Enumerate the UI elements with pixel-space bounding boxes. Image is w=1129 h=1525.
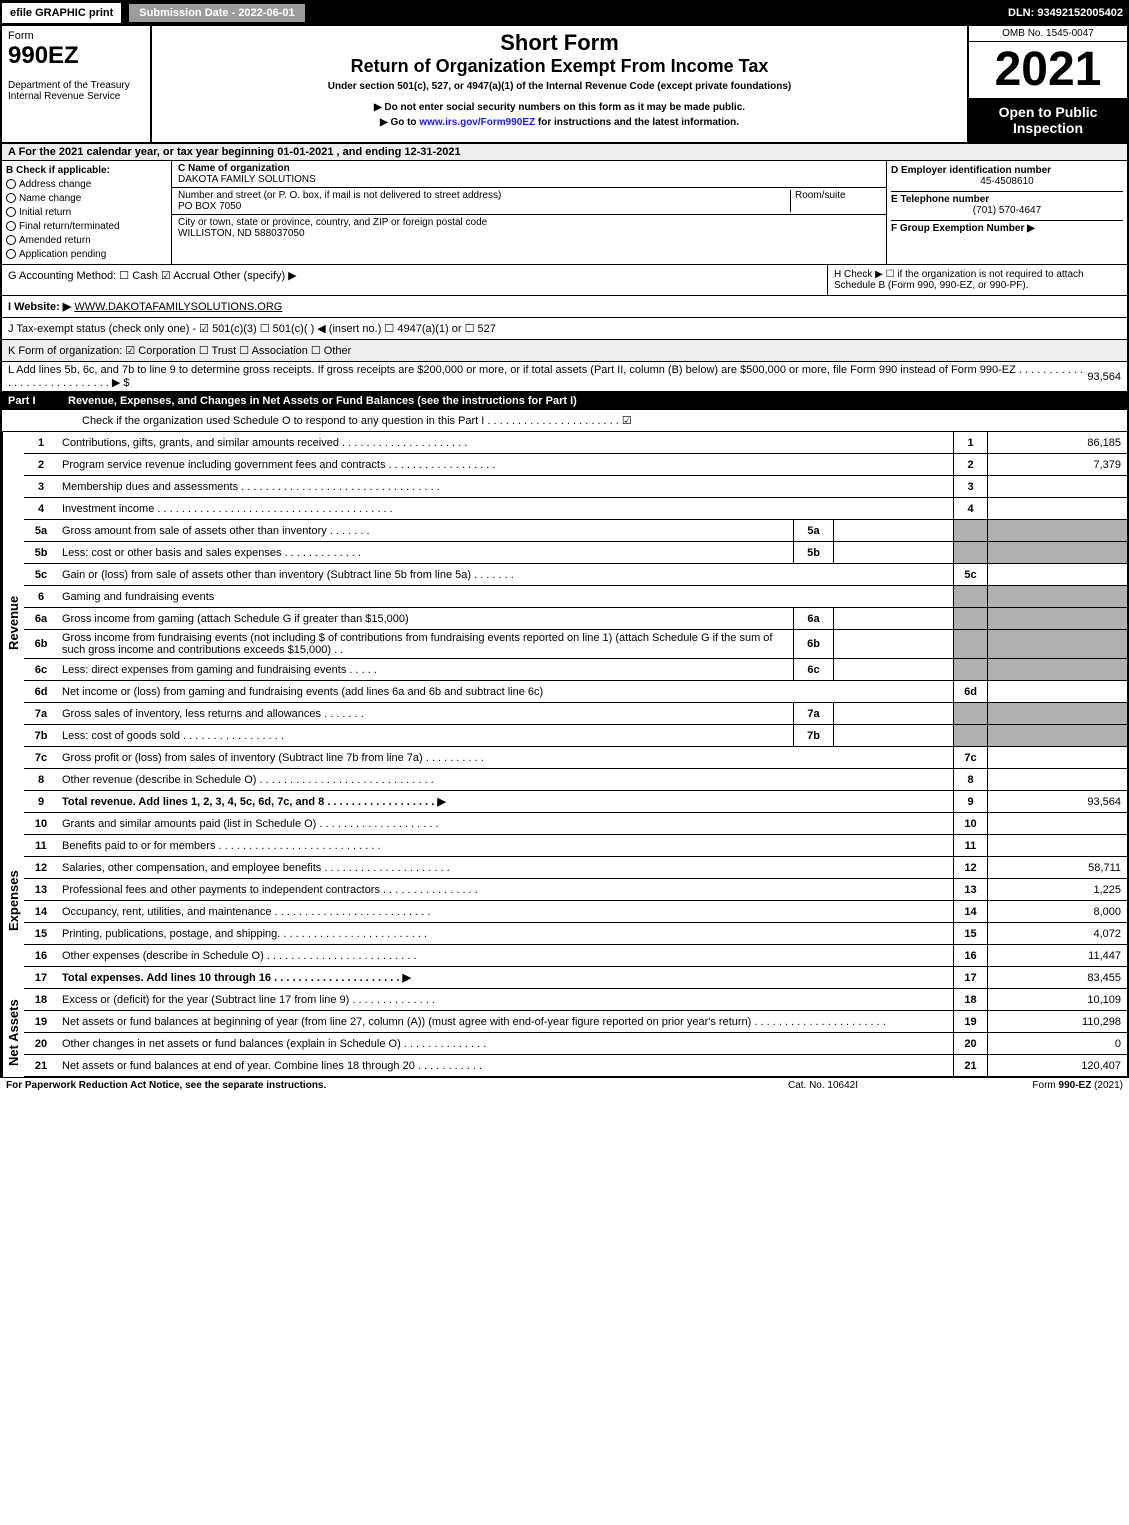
page-footer: For Paperwork Reduction Act Notice, see … bbox=[0, 1077, 1129, 1093]
line-l-val: 93,564 bbox=[1087, 371, 1121, 383]
open-public: Open to Public Inspection bbox=[969, 98, 1127, 142]
org-city: WILLISTON, ND 588037050 bbox=[178, 228, 305, 239]
line-10: 10Grants and similar amounts paid (list … bbox=[24, 813, 1127, 835]
checkbox-item[interactable]: Final return/terminated bbox=[6, 221, 167, 232]
line-12: 12Salaries, other compensation, and empl… bbox=[24, 857, 1127, 879]
d-label: D Employer identification number bbox=[891, 165, 1051, 176]
checkbox-item[interactable]: Amended return bbox=[6, 235, 167, 246]
row-l: L Add lines 5b, 6c, and 7b to line 9 to … bbox=[0, 362, 1129, 392]
phone: (701) 570-4647 bbox=[891, 205, 1123, 216]
c-city-label: City or town, state or province, country… bbox=[178, 217, 487, 228]
room-suite: Room/suite bbox=[790, 190, 880, 212]
line-7c: 7cGross profit or (loss) from sales of i… bbox=[24, 747, 1127, 769]
line-j: J Tax-exempt status (check only one) - ☑… bbox=[8, 322, 496, 335]
note-1: ▶ Do not enter social security numbers o… bbox=[160, 102, 959, 113]
c-name-label: C Name of organization bbox=[178, 163, 290, 174]
footer-left: For Paperwork Reduction Act Notice, see … bbox=[6, 1080, 723, 1091]
line-7b: 7bLess: cost of goods sold . . . . . . .… bbox=[24, 725, 1127, 747]
line-9: 9Total revenue. Add lines 1, 2, 3, 4, 5c… bbox=[24, 791, 1127, 813]
row-k: K Form of organization: ☑ Corporation ☐ … bbox=[0, 340, 1129, 362]
dept-label: Department of the Treasury bbox=[8, 80, 144, 91]
f-label: F Group Exemption Number ▶ bbox=[891, 223, 1035, 234]
form-label: Form bbox=[8, 30, 144, 42]
top-bar: efile GRAPHIC print Submission Date - 20… bbox=[0, 0, 1129, 26]
side-label: Revenue bbox=[2, 432, 24, 813]
header-left: Form 990EZ Department of the Treasury In… bbox=[2, 26, 152, 142]
form-header: Form 990EZ Department of the Treasury In… bbox=[0, 26, 1129, 144]
row-i: I Website: ▶ WWW.DAKOTAFAMILYSOLUTIONS.O… bbox=[0, 296, 1129, 318]
line-k: K Form of organization: ☑ Corporation ☐ … bbox=[8, 344, 351, 357]
col-d: D Employer identification number 45-4508… bbox=[887, 161, 1127, 264]
irs-label: Internal Revenue Service bbox=[8, 91, 144, 102]
schedo-text: Check if the organization used Schedule … bbox=[82, 414, 632, 427]
short-form: Short Form bbox=[160, 30, 959, 56]
footer-right: Form 990-EZ (2021) bbox=[923, 1080, 1123, 1091]
line-g: G Accounting Method: ☐ Cash ☑ Accrual Ot… bbox=[2, 265, 827, 295]
efile-label[interactable]: efile GRAPHIC print bbox=[0, 1, 123, 25]
b-label: B Check if applicable: bbox=[6, 165, 167, 176]
line-14: 14Occupancy, rent, utilities, and mainte… bbox=[24, 901, 1127, 923]
line-6d: 6dNet income or (loss) from gaming and f… bbox=[24, 681, 1127, 703]
i-label: I Website: ▶ bbox=[8, 300, 71, 313]
row-gh: G Accounting Method: ☐ Cash ☑ Accrual Ot… bbox=[0, 265, 1129, 296]
c-street-label: Number and street (or P. O. box, if mail… bbox=[178, 190, 501, 201]
line-6c: 6cLess: direct expenses from gaming and … bbox=[24, 659, 1127, 681]
line-6a: 6aGross income from gaming (attach Sched… bbox=[24, 608, 1127, 630]
line-20: 20Other changes in net assets or fund ba… bbox=[24, 1033, 1127, 1055]
line-1: 1Contributions, gifts, grants, and simil… bbox=[24, 432, 1127, 454]
line-5a: 5aGross amount from sale of assets other… bbox=[24, 520, 1127, 542]
dln: DLN: 93492152005402 bbox=[1008, 7, 1129, 19]
checkbox-item[interactable]: Application pending bbox=[6, 249, 167, 260]
org-name: DAKOTA FAMILY SOLUTIONS bbox=[178, 174, 316, 185]
side-label: Expenses bbox=[2, 813, 24, 989]
part1-label: Part I bbox=[8, 395, 68, 407]
line-a: A For the 2021 calendar year, or tax yea… bbox=[0, 144, 1129, 161]
line-6b: 6bGross income from fundraising events (… bbox=[24, 630, 1127, 659]
omb-no: OMB No. 1545-0047 bbox=[969, 26, 1127, 42]
form-title: Return of Organization Exempt From Incom… bbox=[160, 56, 959, 77]
note-2: ▶ Go to www.irs.gov/Form990EZ for instru… bbox=[160, 117, 959, 128]
e-label: E Telephone number bbox=[891, 194, 989, 205]
line-18: 18Excess or (deficit) for the year (Subt… bbox=[24, 989, 1127, 1011]
line-15: 15Printing, publications, postage, and s… bbox=[24, 923, 1127, 945]
part1-title: Revenue, Expenses, and Changes in Net As… bbox=[68, 395, 1121, 407]
footer-center: Cat. No. 10642I bbox=[723, 1080, 923, 1091]
part1-header: Part I Revenue, Expenses, and Changes in… bbox=[0, 392, 1129, 410]
checkbox-item[interactable]: Initial return bbox=[6, 207, 167, 218]
website[interactable]: WWW.DAKOTAFAMILYSOLUTIONS.ORG bbox=[74, 301, 282, 313]
form-number: 990EZ bbox=[8, 42, 144, 70]
line-l-text: L Add lines 5b, 6c, and 7b to line 9 to … bbox=[8, 364, 1084, 389]
line-19: 19Net assets or fund balances at beginni… bbox=[24, 1011, 1127, 1033]
part1-schedo: Check if the organization used Schedule … bbox=[0, 410, 1129, 432]
line-21: 21Net assets or fund balances at end of … bbox=[24, 1055, 1127, 1077]
line-13: 13Professional fees and other payments t… bbox=[24, 879, 1127, 901]
line-8: 8Other revenue (describe in Schedule O) … bbox=[24, 769, 1127, 791]
section-bcdef: B Check if applicable: Address change Nam… bbox=[0, 161, 1129, 265]
submission-date: Submission Date - 2022-06-01 bbox=[127, 2, 306, 24]
org-street: PO BOX 7050 bbox=[178, 201, 241, 212]
line-3: 3Membership dues and assessments . . . .… bbox=[24, 476, 1127, 498]
irs-link[interactable]: www.irs.gov/Form990EZ bbox=[419, 117, 535, 128]
header-center: Short Form Return of Organization Exempt… bbox=[152, 26, 967, 142]
col-c: C Name of organizationDAKOTA FAMILY SOLU… bbox=[172, 161, 887, 264]
side-label: Net Assets bbox=[2, 989, 24, 1077]
form-subtitle: Under section 501(c), 527, or 4947(a)(1)… bbox=[160, 81, 959, 92]
line-6: 6Gaming and fundraising events bbox=[24, 586, 1127, 608]
line-4: 4Investment income . . . . . . . . . . .… bbox=[24, 498, 1127, 520]
line-16: 16Other expenses (describe in Schedule O… bbox=[24, 945, 1127, 967]
line-2: 2Program service revenue including gover… bbox=[24, 454, 1127, 476]
row-j: J Tax-exempt status (check only one) - ☑… bbox=[0, 318, 1129, 340]
header-right: OMB No. 1545-0047 2021 Open to Public In… bbox=[967, 26, 1127, 142]
ein: 45-4508610 bbox=[891, 176, 1123, 187]
checkbox-item[interactable]: Address change bbox=[6, 179, 167, 190]
line-5c: 5cGain or (loss) from sale of assets oth… bbox=[24, 564, 1127, 586]
line-5b: 5bLess: cost or other basis and sales ex… bbox=[24, 542, 1127, 564]
col-b: B Check if applicable: Address change Nam… bbox=[2, 161, 172, 264]
line-17: 17Total expenses. Add lines 10 through 1… bbox=[24, 967, 1127, 989]
line-11: 11Benefits paid to or for members . . . … bbox=[24, 835, 1127, 857]
line-7a: 7aGross sales of inventory, less returns… bbox=[24, 703, 1127, 725]
checkbox-item[interactable]: Name change bbox=[6, 193, 167, 204]
tax-year: 2021 bbox=[969, 42, 1127, 98]
line-h: H Check ▶ ☐ if the organization is not r… bbox=[827, 265, 1127, 295]
